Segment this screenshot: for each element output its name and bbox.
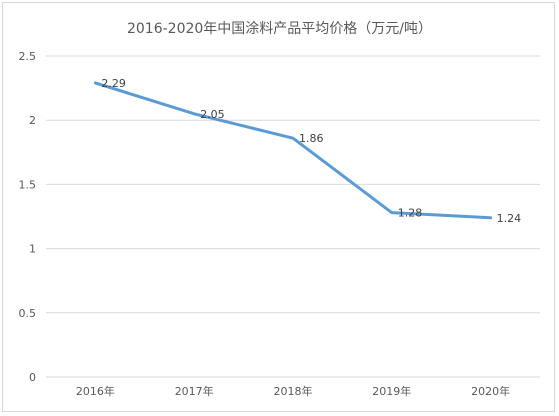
y-tick-label: 1.5 — [19, 178, 37, 191]
x-tick-label: 2018年 — [274, 384, 313, 398]
y-tick-label: 0.5 — [19, 307, 37, 320]
data-label: 1.86 — [299, 132, 324, 145]
data-label: 2.05 — [200, 108, 225, 121]
y-tick-label: 2.5 — [19, 50, 37, 63]
x-tick-label: 2020年 — [471, 384, 510, 398]
chart-title: 2016-2020年中国涂料产品平均价格（万元/吨） — [126, 21, 433, 37]
data-label: 1.24 — [497, 212, 521, 225]
y-tick-label: 2 — [29, 114, 36, 127]
series-line — [93, 81, 493, 220]
x-tick-label: 2017年 — [175, 384, 214, 398]
x-tick-label: 2016年 — [76, 384, 115, 398]
y-tick-label: 0 — [29, 371, 36, 384]
y-tick-label: 1 — [29, 243, 36, 256]
data-label: 1.28 — [398, 207, 423, 220]
data-label: 2.29 — [101, 77, 126, 90]
x-tick-label: 2019年 — [372, 384, 411, 398]
chart-frame — [2, 2, 555, 412]
